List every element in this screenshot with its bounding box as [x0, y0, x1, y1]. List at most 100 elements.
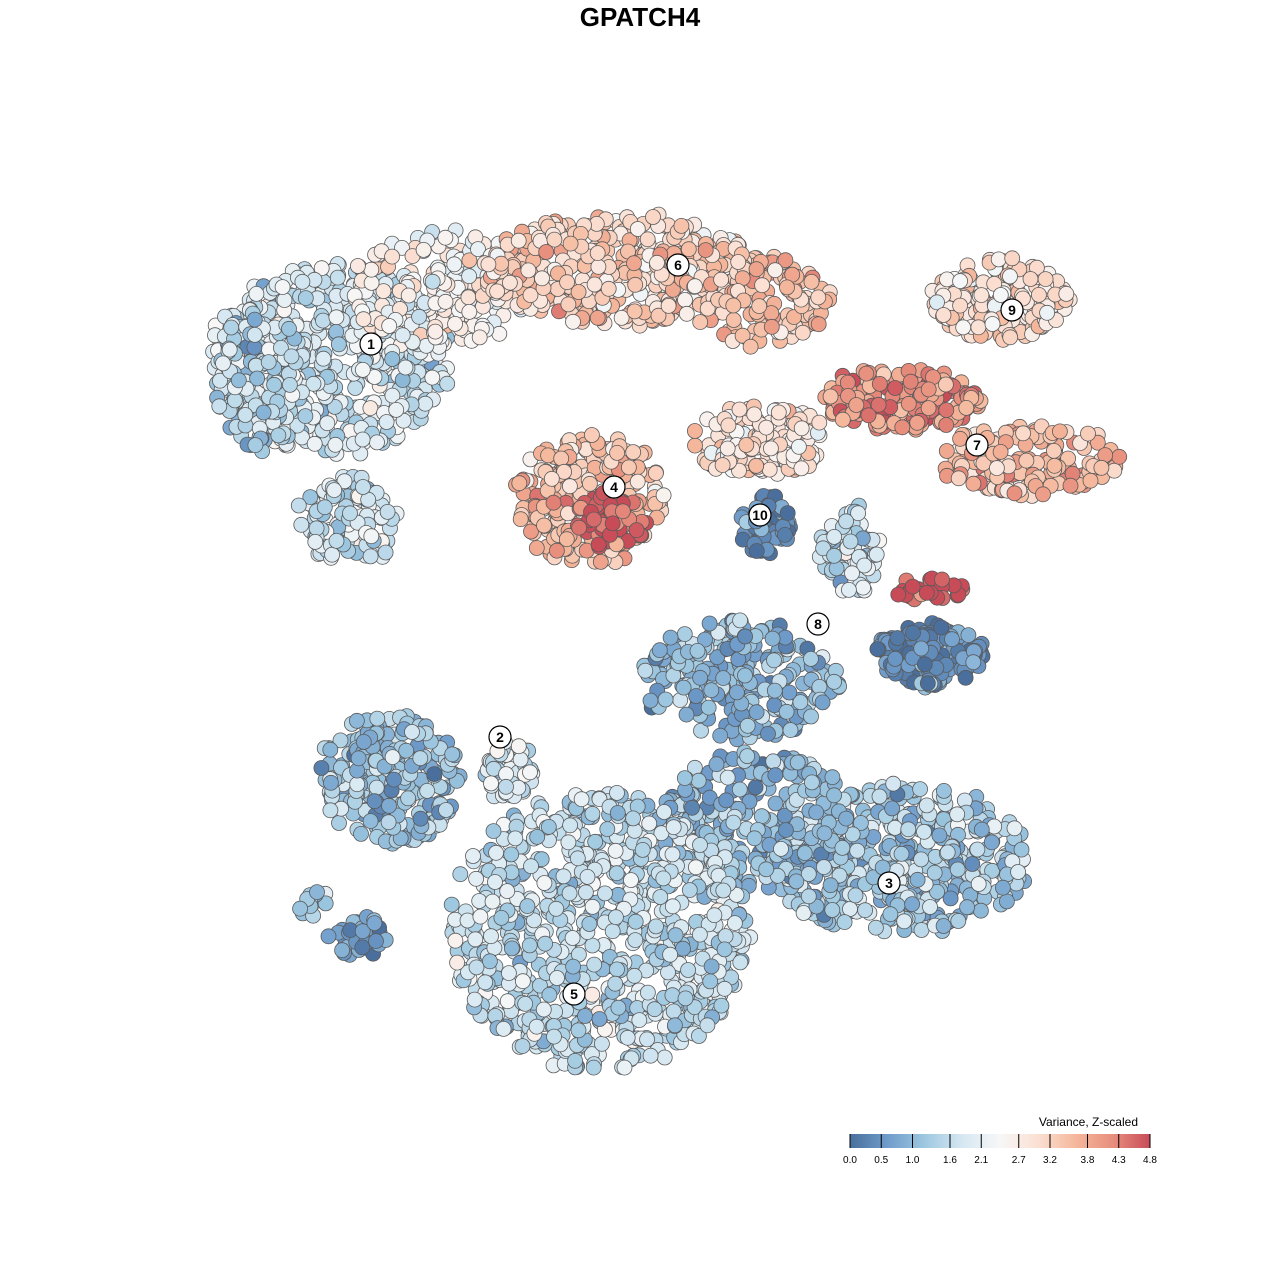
cluster-label-10: 10: [748, 503, 772, 527]
cell-point: [355, 479, 371, 495]
cell-point: [983, 834, 1000, 851]
cell-point: [902, 373, 919, 390]
cell-point: [729, 684, 745, 701]
cell-point: [826, 529, 843, 545]
cell-point: [842, 533, 859, 550]
cell-point: [315, 350, 332, 367]
cell-point: [826, 547, 842, 564]
cluster-label-7: 7: [965, 433, 989, 457]
cell-point: [788, 873, 805, 890]
cell-point: [760, 725, 776, 742]
cell-point: [989, 460, 1005, 477]
cell-point: [791, 438, 807, 455]
cell-point: [466, 991, 483, 1008]
cell-point: [249, 370, 266, 387]
cell-point: [452, 866, 469, 883]
cell-point: [571, 519, 587, 536]
cell-point: [528, 540, 545, 556]
cell-point: [237, 407, 254, 423]
cell-point: [567, 1052, 583, 1069]
cell-point: [483, 928, 499, 945]
cell-point: [905, 625, 921, 641]
cell-point: [584, 898, 601, 915]
cell-point: [538, 244, 555, 260]
cell-point: [949, 861, 966, 878]
chart-title: GPATCH4: [579, 2, 701, 32]
cell-point: [970, 319, 987, 336]
cell-point: [882, 906, 899, 923]
cell-point: [646, 1001, 663, 1018]
cell-point: [549, 970, 565, 986]
cell-point: [754, 277, 770, 294]
cell-point: [319, 415, 336, 432]
cell-point: [349, 258, 366, 274]
cell-point: [816, 859, 832, 875]
cell-point: [657, 691, 674, 708]
cell-point: [697, 242, 714, 259]
cell-point: [266, 376, 283, 393]
cell-point: [715, 670, 732, 686]
cell-point: [437, 229, 454, 246]
cell-point: [501, 274, 518, 291]
cell-point: [701, 615, 718, 632]
cell-point: [1058, 285, 1075, 302]
cell-point: [935, 307, 952, 323]
cell-point: [767, 262, 783, 279]
cell-point: [748, 704, 765, 721]
cell-point: [313, 760, 330, 776]
cell-point: [764, 630, 781, 647]
cell-point: [699, 1017, 716, 1034]
cell-point: [488, 844, 505, 861]
cell-point: [716, 941, 733, 958]
cell-point: [326, 482, 343, 499]
cell-point: [793, 420, 810, 437]
cell-point: [909, 414, 926, 431]
cell-point: [472, 908, 489, 925]
cell-point: [577, 1008, 593, 1024]
cell-point: [751, 298, 768, 315]
cell-point: [585, 1059, 602, 1076]
cell-point: [415, 241, 432, 258]
cell-point: [822, 877, 839, 894]
cell-point: [412, 750, 429, 767]
cluster-label-6: 6: [666, 253, 690, 277]
cluster-label-text: 8: [814, 616, 822, 632]
cell-point: [717, 928, 734, 944]
cell-point: [362, 400, 379, 417]
cell-point: [703, 958, 720, 975]
cell-point: [629, 473, 646, 490]
cell-point: [511, 475, 528, 492]
cell-point: [461, 268, 478, 285]
cell-point: [362, 813, 379, 829]
cell-point: [247, 437, 264, 454]
cell-point: [858, 365, 875, 382]
cell-point: [483, 775, 499, 792]
cell-point: [803, 708, 819, 725]
cell-point: [712, 727, 729, 744]
cell-point: [645, 209, 661, 225]
cell-point: [536, 517, 552, 534]
cell-point: [293, 516, 310, 533]
cell-point: [398, 742, 415, 759]
cluster-label-text: 6: [674, 257, 682, 273]
cell-point: [779, 279, 795, 296]
cell-point: [796, 845, 813, 861]
cell-point: [1046, 457, 1063, 474]
cell-point: [404, 724, 420, 740]
cell-point: [471, 329, 488, 346]
cell-point: [884, 800, 900, 817]
cell-point: [626, 303, 643, 320]
cell-point: [665, 819, 682, 836]
cell-point: [380, 814, 397, 831]
cell-point: [1046, 442, 1062, 459]
cell-point: [477, 974, 494, 991]
cell-point: [292, 900, 309, 917]
cell-point: [857, 902, 873, 919]
cell-point: [540, 819, 557, 835]
cell-point: [424, 273, 441, 290]
cell-point: [753, 808, 770, 825]
cell-point: [950, 913, 967, 929]
cell-point: [500, 965, 517, 981]
cell-point: [578, 884, 594, 901]
cell-point: [562, 235, 579, 252]
